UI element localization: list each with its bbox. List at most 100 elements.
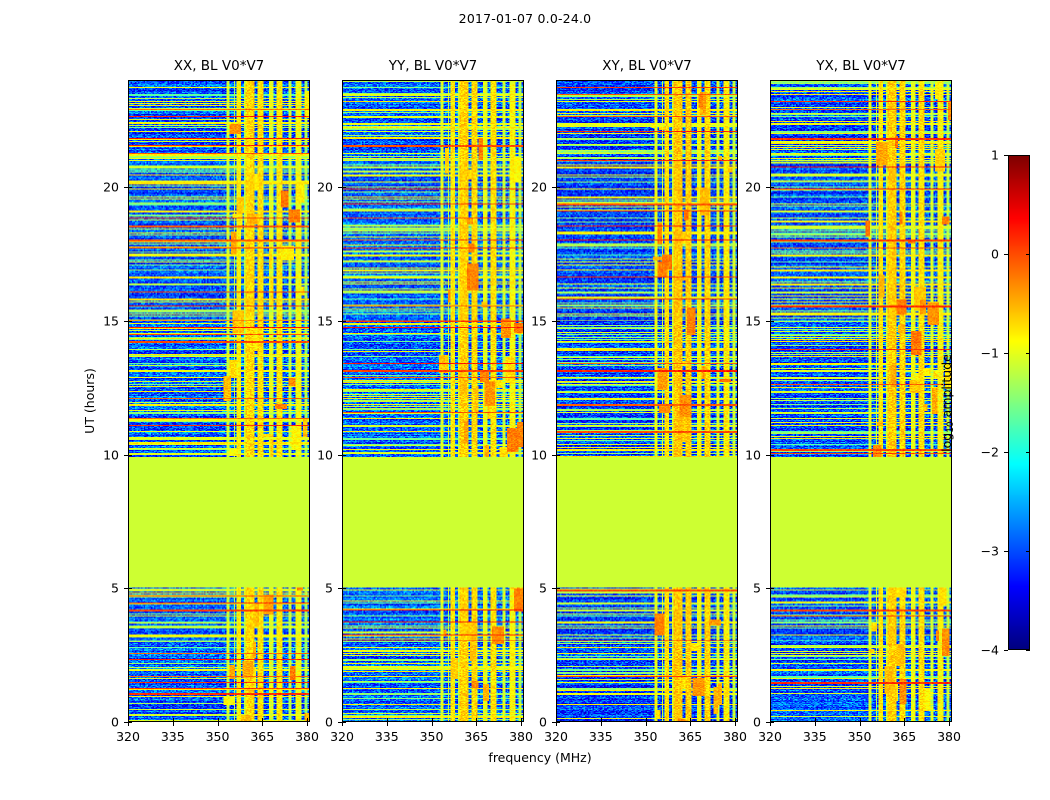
dynamic-spectrum-image [343,81,523,721]
y-tick [124,320,128,322]
x-tick-inner [386,718,388,722]
colorbar-label-base: log [938,432,954,452]
x-tick-inner [949,718,951,722]
y-tick-label: 0 [111,714,119,730]
x-tick-inner [600,718,602,722]
x-tick-label: 350 [847,729,872,744]
y-tick-label: 10 [317,447,333,462]
y-tick [552,454,556,456]
x-tick-inner [735,718,737,722]
axes-xx[interactable] [128,80,310,722]
x-tick-label: 365 [892,729,917,744]
x-tick-label: 350 [419,729,444,744]
panel-xy: XY, BL V0*V7 320 335 350 365 380 0 5 10 15 20 [531,58,747,744]
y-tick-inner [128,454,132,456]
colorbar-tick-inner [1026,650,1030,651]
y-tick-label: 20 [745,179,761,195]
axes-yy[interactable] [342,80,524,722]
figure-suptitle: 2017-01-07 0.0-24.0 [458,11,592,26]
y-tick [552,722,556,723]
x-tick-label: 380 [937,729,961,744]
colorbar-tick [1004,155,1008,156]
panel-title-yx: YX, BL V0*V7 [816,58,906,74]
y-tick-label: 15 [745,313,761,329]
colorbar-label-rest: amplitude [938,353,954,421]
x-tick-inner [217,718,219,722]
colorbar-tick [1004,452,1008,453]
x-axis-label: frequency (MHz) [488,750,592,765]
y-tick-label: 0 [539,714,547,730]
colorbar-tick-label: −3 [980,543,999,559]
x-tick-inner [342,718,343,722]
y-tick-inner [128,722,132,723]
x-tick [949,722,951,726]
axes-xy[interactable] [556,80,738,722]
axes-yx[interactable] [770,80,952,722]
y-tick [766,454,770,456]
y-tick [766,187,770,188]
x-tick-inner [476,718,478,722]
x-tick [645,722,647,726]
y-tick [766,722,770,723]
x-tick [556,722,557,726]
x-tick-label: 380 [723,729,747,744]
panel-title-xx: XX, BL V0*V7 [173,58,265,74]
x-tick-label: 380 [295,729,319,744]
colorbar-gradient [1009,156,1029,649]
x-tick-inner [690,718,692,722]
colorbar-tick [1004,650,1008,651]
x-tick-inner [172,718,174,722]
x-tick-label: 320 [330,729,354,744]
y-tick-inner [770,320,774,322]
y-tick [124,588,128,590]
x-tick-inner [645,718,647,722]
colorbar-tick-label: −1 [980,345,999,361]
y-tick-label: 15 [317,313,333,329]
x-tick [172,722,174,726]
y-tick-inner [342,454,346,456]
y-tick-inner [770,722,774,723]
x-tick-label: 365 [678,729,703,744]
panel-title-yy: YY, BL V0*V7 [388,58,478,74]
colorbar-tick-inner [1026,452,1030,453]
x-tick [600,722,602,726]
y-tick-label: 20 [531,179,547,195]
x-tick-inner [431,718,433,722]
y-tick [338,588,342,590]
y-tick-inner [556,454,560,456]
y-tick-inner [342,722,346,723]
x-tick [342,722,343,726]
y-tick [338,320,342,322]
y-tick-inner [342,588,346,590]
y-tick-label: 5 [753,580,761,596]
colorbar-tick-label: 0 [991,246,999,262]
x-tick-inner [859,718,861,722]
colorbar-tick-inner [1026,155,1030,156]
colorbar-label-subscript: 10 [946,420,956,433]
colorbar-tick-label: −2 [980,444,999,460]
y-tick [124,187,128,188]
y-tick [338,722,342,723]
colorbar-tick-inner [1026,551,1030,552]
y-tick-label: 5 [325,580,333,596]
y-tick-label: 5 [539,580,547,596]
x-tick [770,722,771,726]
x-tick-label: 350 [633,729,658,744]
y-tick [124,722,128,723]
y-tick [552,588,556,590]
x-tick-label: 320 [544,729,568,744]
y-tick [552,187,556,188]
y-axis-label: UT (hours) [82,368,97,434]
colorbar[interactable] [1008,155,1030,650]
x-tick-inner [556,718,557,722]
y-tick-label: 5 [111,580,119,596]
y-tick-inner [770,588,774,590]
x-tick-inner [770,718,771,722]
panel-yy: YY, BL V0*V7 320 335 350 365 380 0 5 10 15 20 [317,58,533,744]
y-tick [766,588,770,590]
x-tick [386,722,388,726]
y-tick-label: 10 [745,447,761,462]
y-tick-inner [556,320,560,322]
x-tick [262,722,264,726]
